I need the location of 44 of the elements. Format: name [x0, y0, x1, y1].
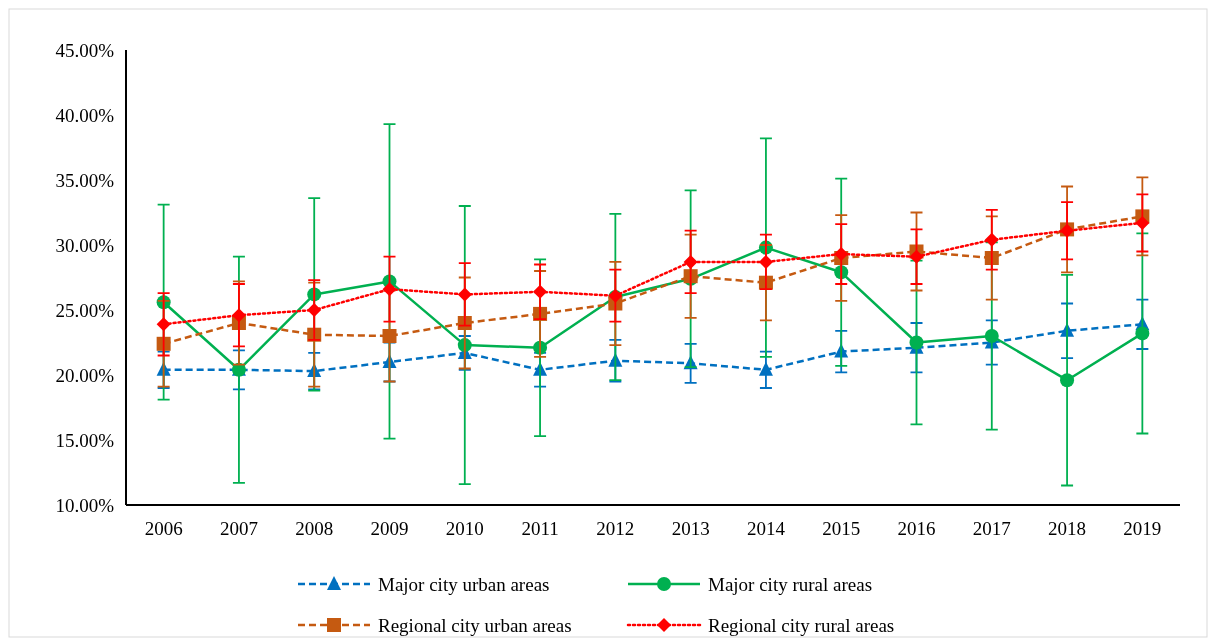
x-tick-label: 2008	[295, 518, 334, 539]
point	[683, 254, 698, 269]
point	[307, 303, 322, 317]
point	[533, 284, 548, 299]
point	[156, 317, 171, 332]
legend-label: Regional city rural areas	[708, 614, 895, 636]
y-tick-label: 25.00%	[55, 299, 115, 321]
point	[1135, 326, 1150, 341]
x-tick-label: 2018	[1048, 518, 1087, 539]
x-tick-label: 2011	[521, 518, 559, 539]
point	[909, 335, 924, 350]
legend-label: Major city urban areas	[378, 573, 550, 595]
point	[1135, 215, 1150, 230]
y-tick-label: 10.00%	[55, 494, 115, 516]
y-tick-label: 30.00%	[55, 234, 115, 256]
y-tick-label: 40.00%	[55, 104, 115, 126]
x-tick-label: 2010	[445, 518, 484, 539]
legend-label: Major city rural areas	[708, 573, 873, 595]
x-tick-label: 2016	[897, 518, 936, 539]
point	[984, 232, 999, 247]
x-tick-label: 2009	[370, 518, 409, 539]
point	[984, 329, 999, 343]
x-tick-label: 2013	[671, 518, 710, 539]
point	[231, 308, 246, 323]
point	[1060, 373, 1075, 388]
y-tick-label: 15.00%	[55, 429, 115, 451]
point	[382, 329, 397, 343]
point	[758, 361, 773, 376]
x-tick-label: 2007	[219, 518, 258, 539]
point	[758, 254, 773, 269]
x-tick-label: 2015	[822, 518, 861, 539]
point	[909, 249, 924, 264]
x-tick-label: 2014	[746, 518, 786, 539]
y-tick-label: 20.00%	[55, 364, 115, 386]
point	[382, 282, 397, 297]
point	[457, 287, 472, 302]
x-tick-label: 2006	[144, 518, 183, 539]
y-tick-label: 45.00%	[55, 39, 115, 61]
x-tick-label: 2012	[596, 518, 635, 539]
x-tick-label: 2017	[972, 518, 1011, 539]
legend-label: Regional city urban areas	[378, 614, 572, 636]
x-tick-label: 2019	[1123, 518, 1162, 539]
point	[834, 247, 849, 262]
y-tick-label: 35.00%	[55, 169, 115, 191]
